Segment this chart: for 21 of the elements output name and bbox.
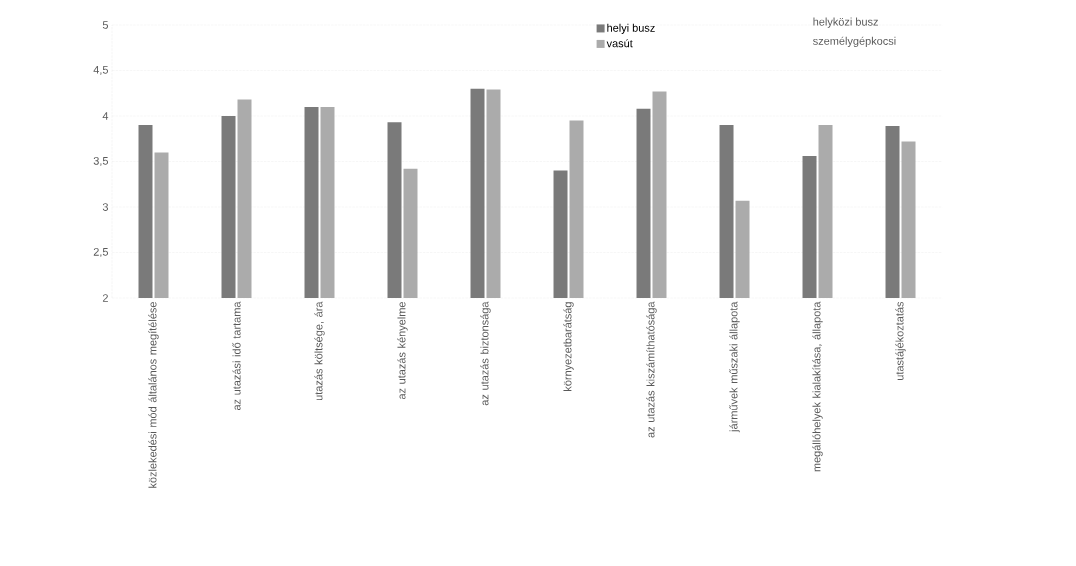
x-tick-label: környezetbarátság [563,302,574,391]
annotation: helyközi busz [813,17,878,28]
y-tick-label: 3,5 [93,156,109,167]
x-tick-label: utastájékoztatás [895,301,906,380]
x-tick-label: megállóhelyek kialakítása, állapota [812,301,823,472]
y-tick-label: 3 [102,203,108,211]
x-tick-label: közlekedési mód általános megítélése [148,302,159,488]
x-tick-label: utazás költsége, ára [314,301,325,401]
x-tick-label: az utazás biztonsága [480,301,491,406]
x-tick-label: az utazás kiszámíthatósága [646,301,657,438]
y-tick-label: 5 [102,21,109,29]
legend-label: helyi busz [607,23,655,34]
x-tick-label: az utazási idő tartama [232,301,241,411]
y-tick-label: 4 [102,112,109,120]
y-tick-label: 2 [102,294,108,302]
annotation: személygépkocsi [813,36,896,48]
legend-label: vasút [606,39,633,48]
y-tick-label: 4,5 [93,66,109,75]
y-tick-label: 2,5 [93,247,109,258]
x-tick-label: járművek műszaki állapota [729,301,740,433]
x-tick-label: az utazás kényelme [397,302,408,400]
